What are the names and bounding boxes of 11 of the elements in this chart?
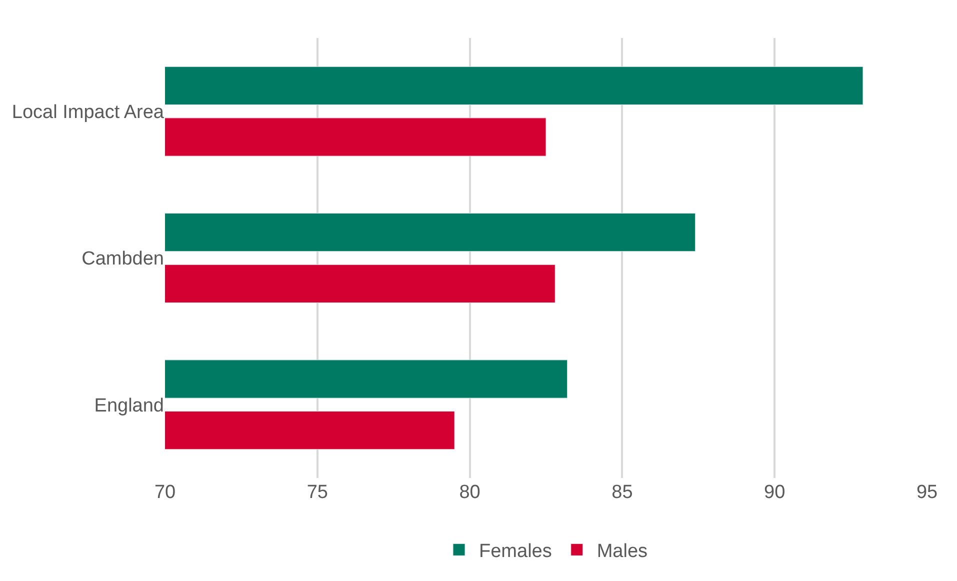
x-tick-label: 95 <box>916 482 938 503</box>
x-tick-label: 85 <box>612 482 633 503</box>
legend-label: Females <box>479 541 552 562</box>
x-tick-label: 75 <box>306 482 328 503</box>
legend-label: Males <box>596 541 648 562</box>
y-tick-label: England <box>94 395 164 416</box>
x-tick-label: 70 <box>154 482 176 503</box>
x-tick-label: 80 <box>459 482 480 503</box>
y-tick-label: Cambden <box>82 248 164 270</box>
x-tick-label: 90 <box>764 482 786 503</box>
y-tick-label: Local Impact Area <box>12 102 164 123</box>
